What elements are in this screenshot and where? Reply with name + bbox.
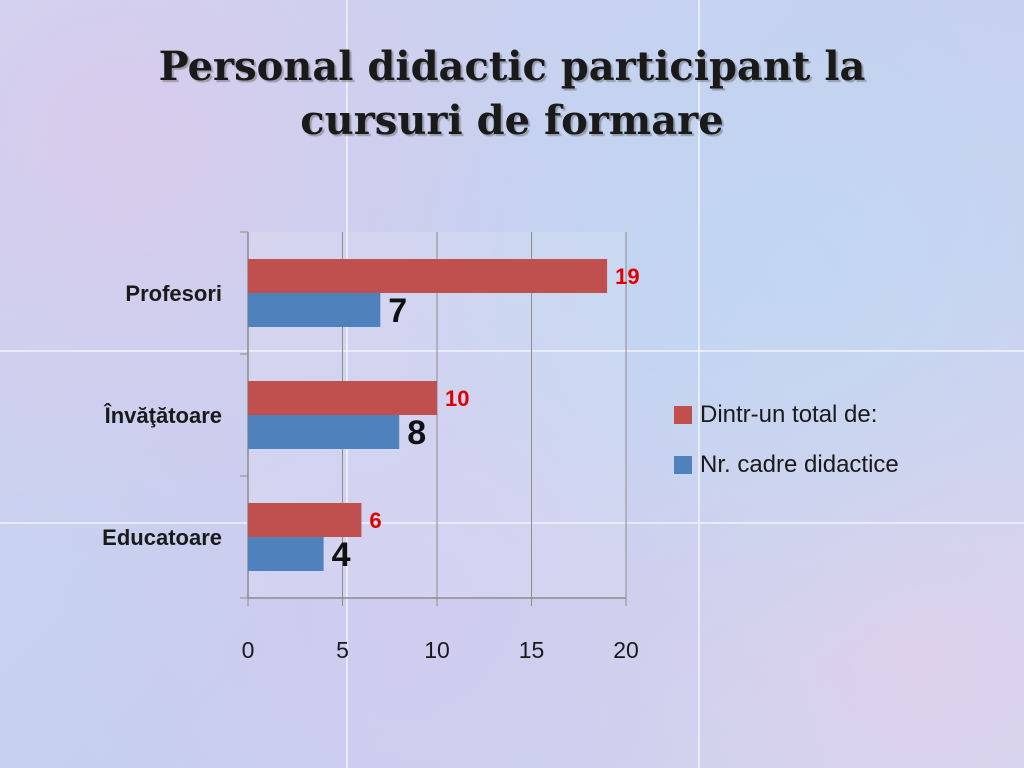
legend-item-total: Dintr-un total de: bbox=[674, 401, 899, 428]
data-label-count: 7 bbox=[388, 292, 407, 330]
slide-title: Personal didactic participant la cursuri… bbox=[60, 40, 964, 148]
chart-legend: Dintr-un total de: Nr. cadre didactice bbox=[674, 401, 899, 502]
bar-total bbox=[248, 381, 437, 415]
x-tick-label: 5 bbox=[336, 637, 349, 663]
bar-count bbox=[248, 537, 324, 571]
x-tick-label: 20 bbox=[613, 637, 639, 663]
slide-title-line-2: cursuri de formare bbox=[300, 97, 724, 144]
data-label-total: 6 bbox=[369, 508, 381, 533]
x-tick-label: 10 bbox=[424, 637, 450, 663]
slide-title-line-1: Personal didactic participant la bbox=[158, 43, 866, 90]
background-grid-line bbox=[698, 0, 700, 768]
data-label-count: 4 bbox=[332, 536, 351, 574]
bar-count bbox=[248, 293, 381, 327]
legend-swatch-count bbox=[674, 456, 692, 474]
data-label-total: 10 bbox=[445, 386, 469, 411]
y-category-label: Educatoare bbox=[102, 525, 222, 550]
data-label-total: 19 bbox=[615, 264, 639, 289]
data-label-count: 8 bbox=[407, 414, 426, 452]
background-grid-line bbox=[0, 350, 1024, 352]
bar-total bbox=[248, 503, 362, 537]
y-category-label: Învăţătoare bbox=[104, 403, 222, 428]
x-tick-label: 0 bbox=[242, 637, 255, 663]
legend-item-count: Nr. cadre didactice bbox=[674, 451, 899, 478]
bar-count bbox=[248, 415, 400, 449]
x-tick-label: 15 bbox=[519, 637, 545, 663]
legend-label-count: Nr. cadre didactice bbox=[700, 451, 899, 478]
bar-total bbox=[248, 259, 608, 293]
y-category-label: Profesori bbox=[125, 281, 222, 306]
legend-swatch-total bbox=[674, 406, 692, 424]
background-grid-line bbox=[0, 522, 1024, 524]
legend-label-total: Dintr-un total de: bbox=[700, 401, 878, 428]
